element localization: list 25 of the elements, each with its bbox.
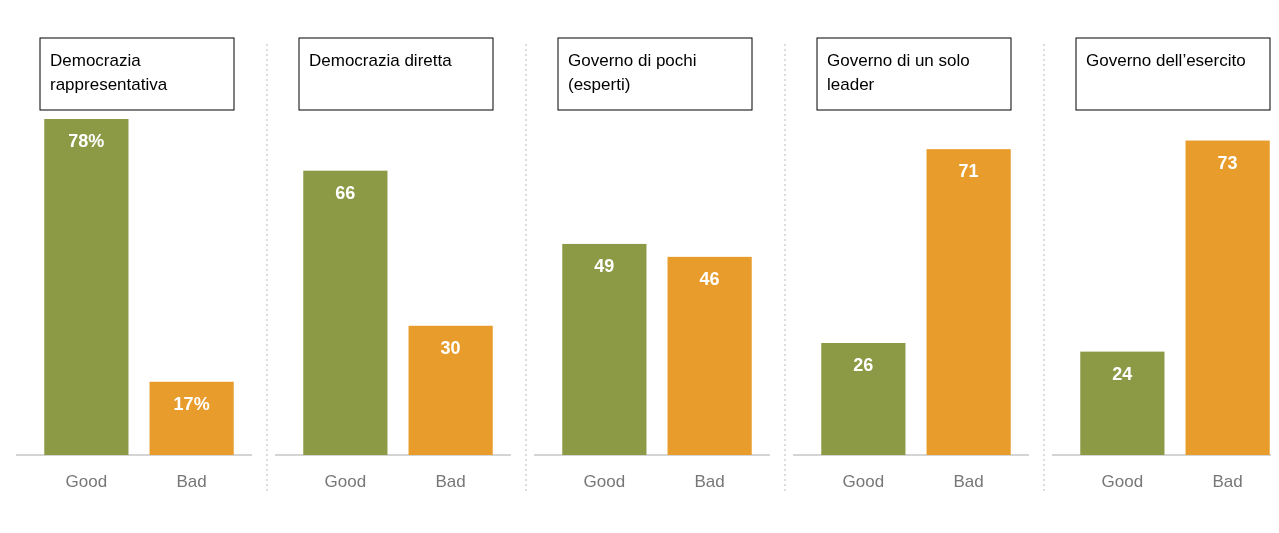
chart-title: Governo dell’esercito — [1086, 51, 1246, 70]
x-tick-label: Good — [324, 472, 367, 491]
data-label: 24 — [1112, 363, 1133, 384]
data-label: 49 — [594, 255, 615, 276]
data-label: 71 — [958, 161, 979, 182]
chart-title: Governo di pochi (esperti) — [568, 51, 697, 94]
x-tick-label: Good — [583, 472, 626, 491]
data-label: 66 — [335, 182, 356, 203]
x-tick-label: Bad — [176, 472, 207, 491]
x-tick-label: Bad — [694, 472, 725, 491]
x-tick-label: Good — [1101, 472, 1144, 491]
x-tick-label: Bad — [435, 472, 466, 491]
data-label: 17% — [173, 393, 210, 414]
data-label: 26 — [853, 355, 874, 375]
chart-title: Governo di un solo leader — [827, 51, 970, 94]
data-label: 73 — [1217, 152, 1238, 173]
x-tick-label: Good — [842, 472, 885, 491]
data-label: 30 — [440, 337, 461, 358]
x-tick-label: Bad — [953, 472, 984, 491]
data-label: 46 — [699, 268, 720, 289]
chart-title: Democrazia rappresentativa — [50, 51, 168, 94]
chart-title: Democrazia diretta — [309, 51, 453, 70]
data-label: 78% — [68, 131, 105, 151]
x-tick-label: Bad — [1212, 472, 1243, 491]
x-tick-label: Good — [65, 472, 108, 491]
